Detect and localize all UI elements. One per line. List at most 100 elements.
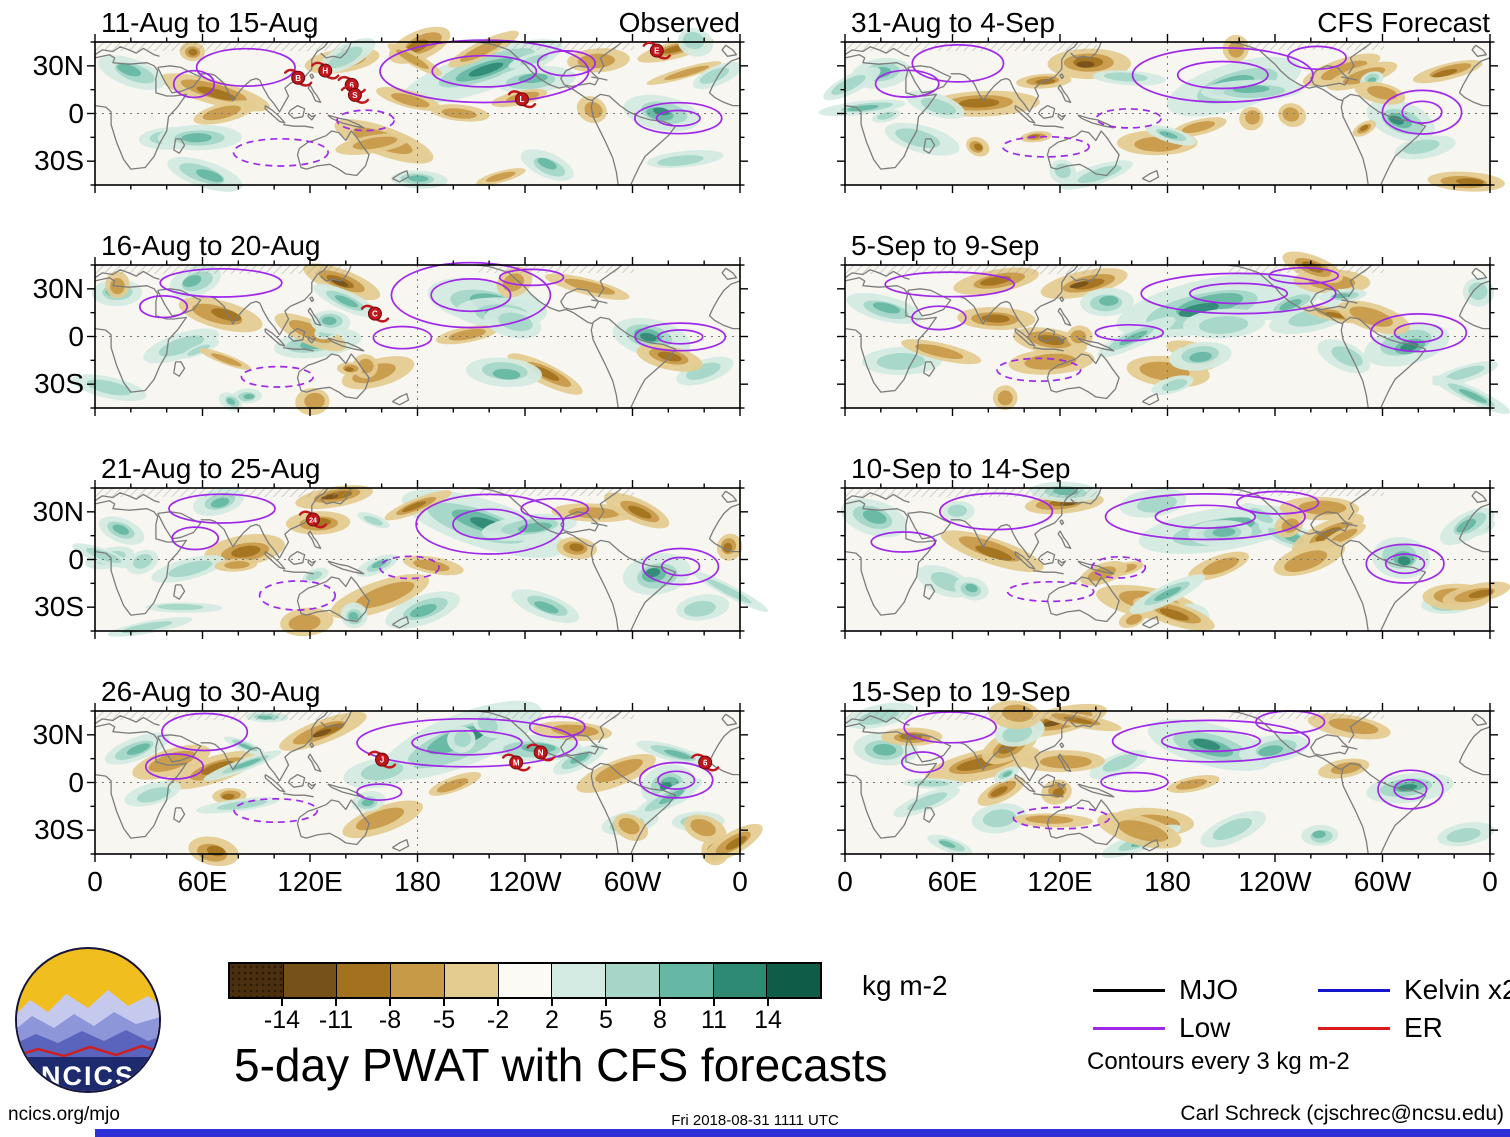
- svg-text:J: J: [380, 756, 384, 765]
- legend-line: [1318, 988, 1390, 992]
- timestamp: Fri 2018-08-31 1111 UTC: [671, 1112, 839, 1129]
- map-panel: 31-Aug to 4-Sep CFS Forecast: [818, 6, 1505, 193]
- storm-marker: N: [526, 743, 555, 762]
- map-svg: J M N 6: [87, 700, 763, 867]
- svg-text:L: L: [520, 95, 525, 104]
- storm-marker: C: [360, 304, 390, 323]
- colorbar-tick: [497, 999, 499, 1006]
- storm-marker: S: [340, 85, 370, 104]
- legend-line: [1318, 1026, 1390, 1030]
- map-svg: [837, 480, 1510, 639]
- svg-text:H: H: [322, 67, 328, 76]
- colorbar-tick-label: 5: [599, 1006, 613, 1034]
- lat-axis-label: 30S: [34, 814, 84, 846]
- lat-axis-label: 0: [68, 766, 84, 798]
- colorbar-tick: [551, 999, 553, 1006]
- panel-title: 31-Aug to 4-Sep: [851, 7, 1055, 38]
- svg-text:6: 6: [349, 81, 354, 90]
- colorbar-tick: [389, 999, 391, 1006]
- colorbar-tick-label: -2: [486, 1006, 510, 1034]
- lon-axis-label: 120E: [277, 866, 343, 897]
- figure-title: 5-day PWAT with CFS forecasts: [234, 1039, 888, 1091]
- map-svg: B H 6S L E: [87, 26, 748, 193]
- map-panel: 11-Aug to 15-Aug Observed B H 6 S L E: [87, 6, 748, 193]
- colorbar-tick-label: 14: [754, 1006, 782, 1034]
- legend-item-low: Low: [1093, 1012, 1230, 1044]
- panel-title: 16-Aug to 20-Aug: [101, 230, 321, 261]
- colorbar-tick: [659, 999, 661, 1006]
- svg-text:E: E: [654, 47, 660, 56]
- lon-axis-label: 60W: [1353, 866, 1412, 897]
- colorbar-tick: [443, 999, 445, 1006]
- svg-text:S: S: [352, 91, 358, 100]
- lon-axis-label: 0: [732, 866, 748, 897]
- legend-item-er: ER: [1318, 1012, 1443, 1044]
- logo-red-line: [17, 1044, 159, 1059]
- colorbar-tick: [713, 999, 715, 1006]
- lon-axis-label: 120W: [1238, 866, 1312, 897]
- lon-axis-label: 60W: [603, 866, 662, 897]
- lat-axis-label: 0: [68, 543, 84, 575]
- credit: Carl Schreck (cjschrec@ncsu.edu): [1180, 1102, 1504, 1125]
- lat-axis-label: 0: [68, 320, 84, 352]
- legend-label: Kelvin x2: [1404, 974, 1510, 1005]
- storm-marker: L: [507, 90, 537, 109]
- map-svg: [818, 34, 1505, 193]
- lat-axis-label: 30S: [34, 591, 84, 623]
- map-svg: 24: [72, 480, 769, 639]
- legend-label: ER: [1404, 1012, 1443, 1043]
- legend-item-kelvin-x2: Kelvin x2: [1318, 974, 1510, 1006]
- legend-label: Low: [1179, 1012, 1231, 1043]
- colorbar-tick-label: -14: [263, 1006, 301, 1034]
- column-header: CFS Forecast: [1317, 7, 1490, 38]
- colorbar-tick: [767, 999, 769, 1006]
- svg-text:6: 6: [703, 758, 708, 767]
- colorbar-segment: [713, 964, 768, 997]
- svg-text:24: 24: [309, 517, 317, 524]
- lat-axis-label: 30N: [32, 718, 84, 750]
- bottom-bar: [95, 1129, 1510, 1137]
- legend-item-mjo: MJO: [1093, 974, 1238, 1006]
- colorbar: [228, 962, 822, 999]
- map-panel: 5-Sep to 9-Sep: [837, 229, 1510, 416]
- legend-line: [1093, 988, 1165, 992]
- lon-axis-label: 60E: [927, 866, 978, 897]
- colorbar-segment: [337, 964, 392, 997]
- storm-marker: 24: [298, 510, 328, 529]
- column-header: Observed: [618, 7, 740, 38]
- colorbar-segment: [767, 964, 821, 997]
- panel-title: 15-Sep to 19-Sep: [851, 676, 1071, 707]
- colorbar-tick: [335, 999, 337, 1006]
- map-svg: [837, 700, 1498, 862]
- colorbar-segment: [230, 964, 284, 997]
- panel-title: 5-Sep to 9-Sep: [851, 230, 1040, 261]
- panel-title: 10-Sep to 14-Sep: [851, 453, 1071, 484]
- colorbar-tick: [605, 999, 607, 1006]
- colorbar-units: kg m-2: [862, 970, 948, 1001]
- colorbar-tick: [281, 999, 283, 1006]
- lat-axis-label: 30N: [32, 49, 84, 81]
- lon-axis-label: 60E: [177, 866, 228, 897]
- svg-text:N: N: [538, 748, 544, 757]
- map-panel: 15-Sep to 19-Sep: [837, 675, 1498, 862]
- lon-axis-label: 180: [394, 866, 441, 897]
- panel-title: 11-Aug to 15-Aug: [101, 7, 319, 38]
- colorbar-segment: [552, 964, 607, 997]
- lon-axis-label: 120E: [1027, 866, 1093, 897]
- panel-title: 21-Aug to 25-Aug: [101, 453, 321, 484]
- colorbar-tick-label: -11: [318, 1006, 354, 1034]
- lon-axis-label: 180: [1144, 866, 1191, 897]
- lat-axis-label: 30N: [32, 495, 84, 527]
- legend-line: [1093, 1026, 1165, 1030]
- colorbar-segment: [659, 964, 714, 997]
- map-panel: 16-Aug to 20-Aug C: [71, 229, 748, 416]
- storm-marker: M: [501, 753, 531, 772]
- lon-axis-label: 0: [837, 866, 853, 897]
- map-svg: C: [71, 257, 748, 416]
- storm-marker: B: [283, 68, 313, 87]
- colorbar-tick-label: -5: [432, 1006, 456, 1034]
- colorbar-segment: [391, 964, 445, 997]
- colorbar-segment: [606, 964, 660, 997]
- logo-text: NCICS: [41, 1061, 135, 1091]
